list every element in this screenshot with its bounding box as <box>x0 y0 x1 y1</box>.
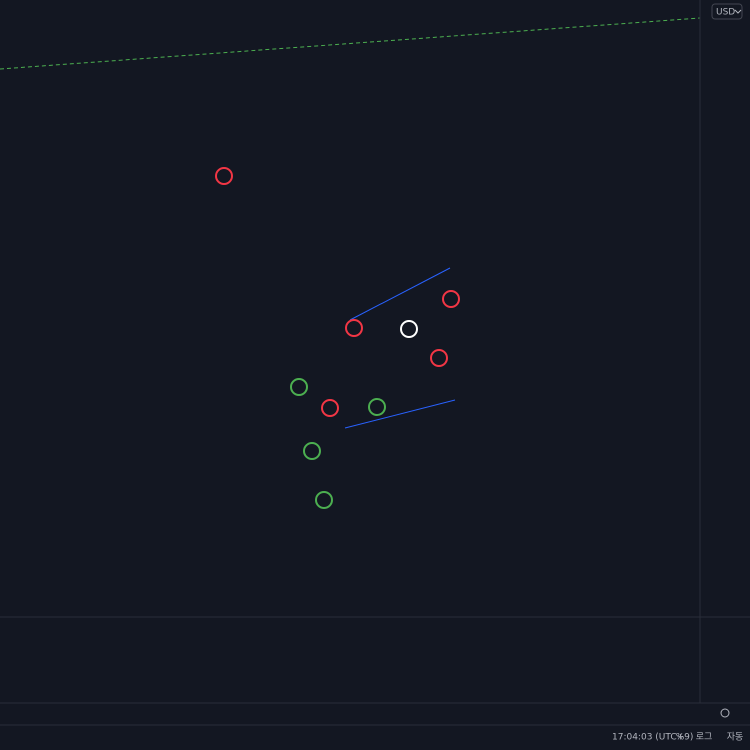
channel-line <box>344 399 456 429</box>
circle-marker <box>368 398 386 416</box>
percent-button[interactable]: % <box>676 733 685 743</box>
markers <box>215 167 460 509</box>
status-time: 17:04:03 (UTC+9) <box>612 733 693 743</box>
circle-marker <box>400 320 418 338</box>
trend-line <box>0 17 701 70</box>
currency: USD <box>716 8 735 18</box>
currency-box[interactable] <box>711 3 743 20</box>
circle-marker <box>303 442 321 460</box>
circle-marker <box>430 349 448 367</box>
settings-icon[interactable] <box>720 708 730 718</box>
circle-marker <box>315 491 333 509</box>
circle-marker <box>321 399 339 417</box>
circle-marker <box>345 319 363 337</box>
log-button[interactable]: 로그 <box>696 733 713 743</box>
channel-line <box>349 267 451 321</box>
circle-marker <box>290 378 308 396</box>
currency-caret <box>734 9 742 14</box>
auto-button[interactable]: 자동 <box>727 732 744 743</box>
circle-marker <box>215 167 233 185</box>
circle-marker <box>442 290 460 308</box>
